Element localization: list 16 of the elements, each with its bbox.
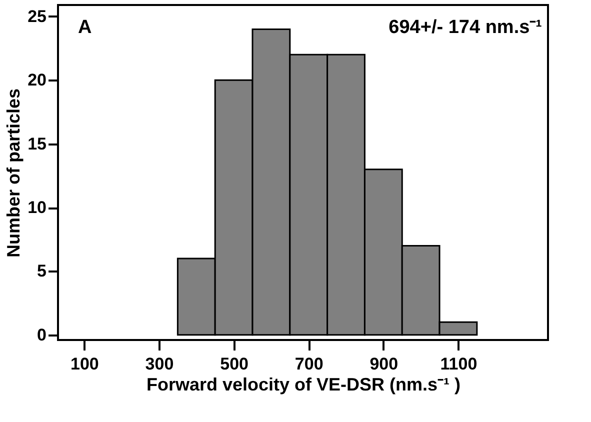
x-tick-label: 900: [370, 354, 398, 374]
x-tick-label: 100: [70, 354, 99, 374]
y-tick-label: 25: [28, 6, 46, 26]
y-tick-label: 5: [37, 262, 46, 281]
y-tick-label: 20: [28, 70, 46, 90]
annotation: 694+/- 174 nm.s⁻¹: [388, 17, 542, 38]
x-axis-title: Forward velocity of VE-DSR (nm.s⁻¹ ): [146, 374, 461, 394]
annotation: A: [78, 17, 92, 38]
x-tick-label: 700: [294, 354, 324, 374]
x-tick-label: 1100: [440, 354, 478, 374]
x-tick-label: 300: [145, 354, 174, 374]
x-tick-label: 500: [220, 354, 248, 374]
y-tick-label: 10: [28, 198, 46, 218]
y-tick-label: 15: [28, 134, 46, 154]
y-tick-label: 0: [37, 325, 46, 344]
y-axis-title: Number of particles: [4, 88, 24, 258]
